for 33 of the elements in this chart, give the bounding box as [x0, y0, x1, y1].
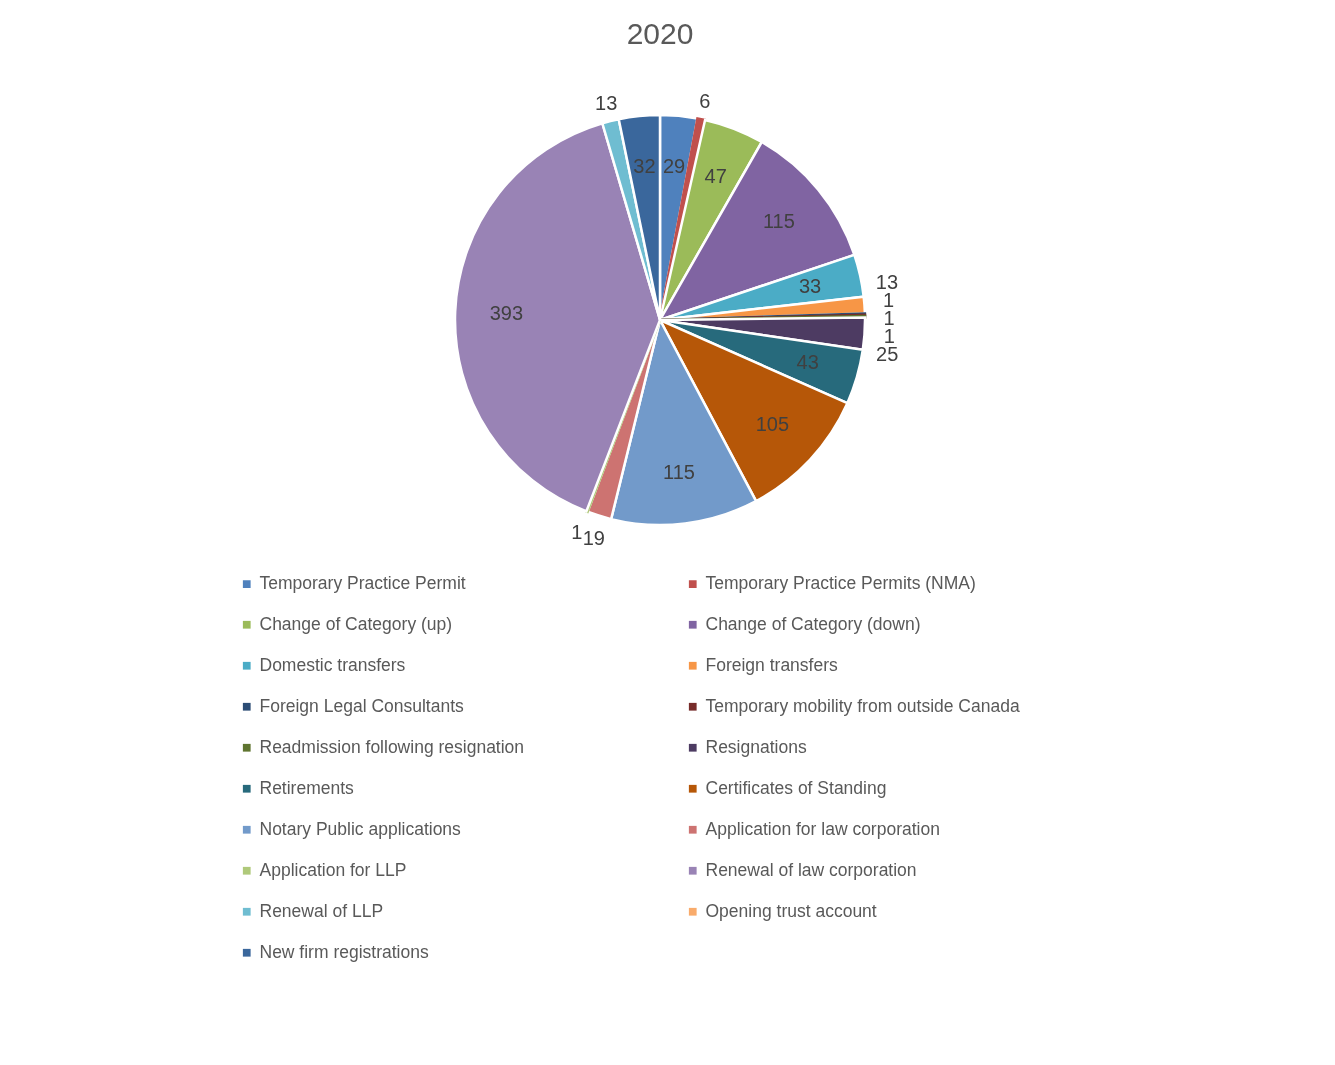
data-label: 29	[662, 154, 686, 177]
legend-label: Foreign Legal Consultants	[259, 695, 465, 716]
legend-label: Resignations	[705, 736, 807, 757]
legend-label: Change of Category (down)	[705, 613, 921, 634]
legend-label: New firm registrations	[259, 941, 429, 962]
legend-label: Temporary Practice Permit	[259, 573, 466, 594]
data-label: 47	[704, 164, 727, 187]
data-label: 19	[582, 527, 605, 550]
legend-label: Domestic transfers	[259, 654, 406, 675]
data-label: 43	[796, 350, 819, 373]
legend-label: Opening trust account	[705, 900, 877, 921]
data-label: 32	[633, 155, 656, 178]
legend-label: Application for law corporation	[705, 818, 940, 839]
data-label: 1	[571, 521, 583, 544]
legend-label: Readmission following resignation	[259, 736, 525, 757]
legend-label: Temporary mobility from outside Canada	[705, 695, 1020, 716]
legend-label: Renewal of LLP	[259, 900, 384, 921]
data-label: 115	[663, 460, 695, 483]
legend-label: Retirements	[259, 777, 355, 798]
data-label: 6	[699, 89, 711, 112]
legend-label: Certificates of Standing	[705, 777, 887, 798]
data-label: 115	[762, 210, 795, 233]
data-label: 33	[798, 274, 822, 297]
legend-label: Renewal of law corporation	[705, 859, 917, 880]
legend-label: Temporary Practice Permits (NMA)	[705, 573, 976, 594]
data-label: 393	[489, 301, 524, 324]
legend-label: Notary Public applications	[259, 818, 462, 839]
legend-label: Application for LLP	[259, 859, 407, 880]
chart-title: 2020	[626, 17, 694, 50]
legend-label: Foreign transfers	[705, 654, 839, 675]
data-label: 13	[595, 91, 618, 114]
data-label: 105	[755, 412, 790, 435]
legend-label: Change of Category (up)	[259, 613, 453, 634]
